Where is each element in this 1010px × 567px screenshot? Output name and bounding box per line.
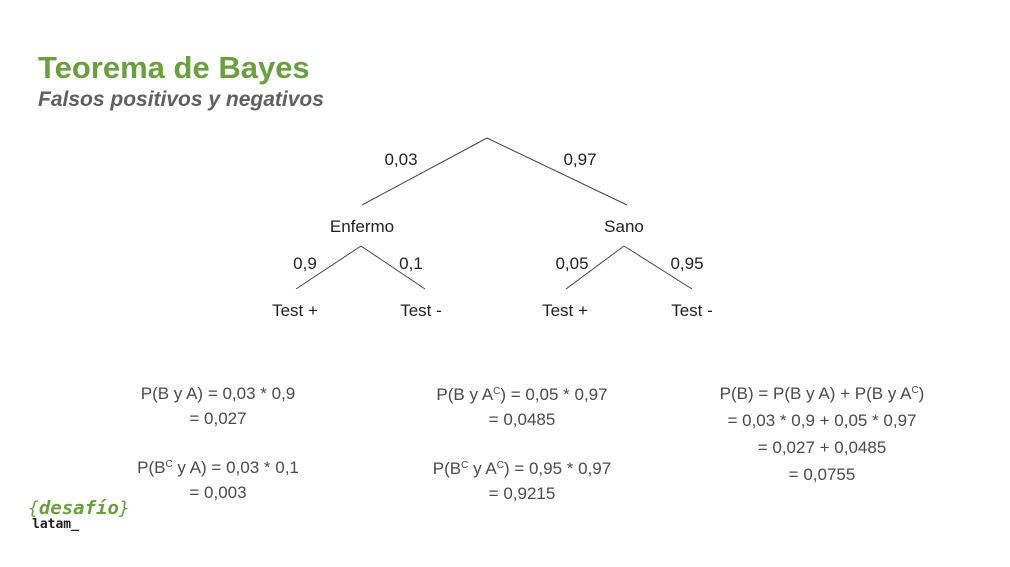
prob-root-right: 0,97 (563, 150, 597, 169)
formula-line: = 0,027 (189, 409, 247, 428)
formula-line: = 0,003 (189, 483, 247, 502)
formula-line: P(B y A) = 0,03 * 0,9 (140, 384, 296, 403)
branch-sano-left (565, 245, 625, 290)
branch-sano-right (623, 245, 693, 290)
prob-enfermo-left: 0,9 (293, 254, 317, 273)
leaf-enfermo-test-neg: Test - (400, 301, 442, 320)
formula-line: P(B y AC) = 0,05 * 0,97 (436, 385, 608, 404)
formula-b-and-ac: P(B y AC) = 0,05 * 0,97 = 0,0485 (436, 382, 607, 432)
formula-line: P(B) = P(B y A) + P(B y AC) (719, 384, 925, 403)
branch-root-right (486, 137, 628, 206)
prob-sano-right: 0,95 (670, 254, 704, 273)
leaf-enfermo-test-pos: Test + (272, 301, 318, 320)
formula-total-probability: P(B) = P(B y A) + P(B y AC) = 0,03 * 0,9… (720, 380, 925, 488)
branch-enfermo-right (360, 245, 426, 290)
branch-enfermo-left (295, 245, 362, 290)
formula-line: = 0,0485 (488, 410, 556, 429)
node-enfermo: Enfermo (329, 217, 395, 236)
leaf-sano-test-neg: Test - (671, 301, 713, 320)
branch-root-left (361, 137, 488, 206)
formula-line: = 0,027 + 0,0485 (757, 438, 887, 457)
formula-line: = 0,03 * 0,9 + 0,05 * 0,97 (727, 411, 917, 430)
formula-line: = 0,0755 (788, 465, 856, 484)
formula-line: P(BC y AC) = 0,95 * 0,97 (432, 459, 612, 478)
formula-bc-and-a: P(BC y A) = 0,03 * 0,1 = 0,003 (137, 455, 299, 505)
formula-b-and-a: P(B y A) = 0,03 * 0,9 = 0,027 (141, 381, 296, 431)
page-title: Teorema de Bayes (38, 50, 310, 85)
desafio-latam-logo: {desafío} latam_ (28, 497, 130, 532)
node-sano: Sano (604, 217, 644, 236)
prob-root-left: 0,03 (384, 150, 418, 169)
prob-sano-left: 0,05 (555, 254, 589, 273)
formula-line: P(BC y A) = 0,03 * 0,1 (137, 458, 299, 477)
leaf-sano-test-pos: Test + (542, 301, 588, 320)
page-subtitle: Falsos positivos y negativos (38, 88, 324, 111)
formula-bc-and-ac: P(BC y AC) = 0,95 * 0,97 = 0,9215 (433, 456, 611, 506)
formula-line: = 0,9215 (488, 484, 556, 503)
prob-enfermo-right: 0,1 (399, 254, 423, 273)
